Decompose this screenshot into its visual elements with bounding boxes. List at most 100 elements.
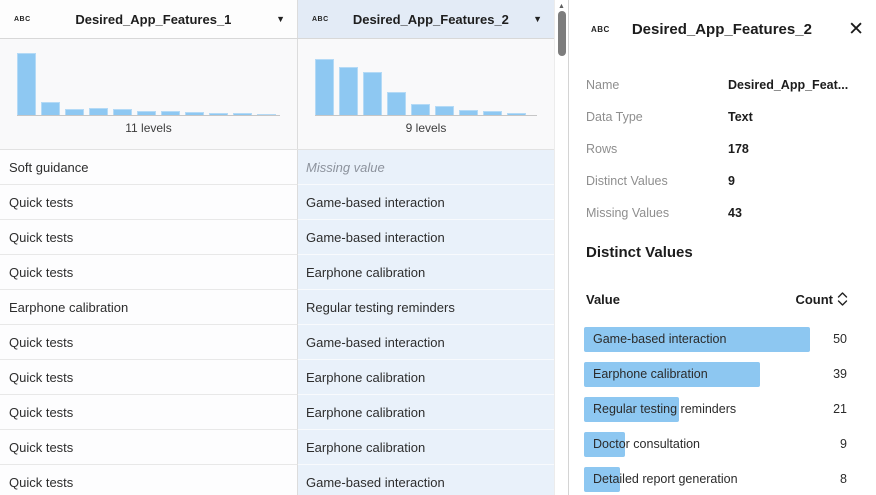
histogram-bar[interactable] (411, 104, 430, 115)
cell-features-1[interactable]: Quick tests (0, 220, 298, 255)
chevron-down-icon[interactable]: ▼ (276, 13, 285, 24)
cell-features-2[interactable]: Game-based interaction (298, 465, 554, 495)
histogram-bar[interactable] (387, 92, 406, 115)
summary-row: Missing Values 43 (569, 197, 876, 229)
histogram-bar[interactable] (65, 109, 84, 115)
text-type-icon: ABC (312, 15, 329, 23)
vertical-scrollbar[interactable]: ▲ (554, 0, 568, 495)
cell-features-1[interactable]: Quick tests (0, 325, 298, 360)
table-row: Quick tests Earphone calibration (0, 395, 554, 430)
column-header-features-1[interactable]: ABC Desired_App_Features_1 ▼ (0, 0, 298, 38)
column-details-panel: ABC Desired_App_Features_2 ✕ Name Desired… (568, 0, 876, 495)
distinct-value-bar (584, 397, 679, 422)
sort-icon[interactable] (837, 292, 848, 306)
histogram-bar[interactable] (41, 102, 60, 115)
summary-value: 178 (728, 142, 749, 156)
histogram-bar[interactable] (339, 67, 358, 115)
cell-features-2[interactable]: Earphone calibration (298, 255, 554, 290)
distinct-value-bar (584, 327, 810, 352)
table-row: Quick tests Earphone calibration (0, 360, 554, 395)
histogram-bar[interactable] (507, 113, 526, 115)
histogram-bar[interactable] (137, 111, 156, 115)
data-table: ABC Desired_App_Features_1 ▼ ABC Desired… (0, 0, 554, 495)
cell-features-2[interactable]: Game-based interaction (298, 325, 554, 360)
distinct-value-label: Regular testing reminders (593, 402, 737, 416)
summary-label: Data Type (586, 110, 643, 124)
summary-value: 43 (728, 206, 742, 220)
histogram-bar[interactable] (185, 112, 204, 115)
histogram-bar[interactable] (17, 53, 36, 115)
histogram-bar[interactable] (363, 72, 382, 115)
distinct-value-count: 21 (833, 402, 847, 416)
cell-features-1[interactable]: Quick tests (0, 185, 298, 220)
cell-features-2[interactable]: Earphone calibration (298, 430, 554, 465)
cell-features-1[interactable]: Earphone calibration (0, 290, 298, 325)
histogram-bar[interactable] (233, 113, 252, 115)
distinct-values-list: Game-based interaction 50 Earphone calibra… (569, 327, 876, 492)
text-type-icon: ABC (14, 15, 31, 23)
distinct-value-label: Detailed report generation (593, 472, 738, 486)
cell-features-1[interactable]: Quick tests (0, 395, 298, 430)
distinct-value-row[interactable]: Regular testing reminders 21 (569, 397, 876, 422)
distinct-value-row[interactable]: Doctor consultation 9 (569, 432, 876, 457)
cell-features-1[interactable]: Quick tests (0, 465, 298, 495)
table-row: Soft guidance Missing value (0, 150, 554, 185)
distinct-value-label: Doctor consultation (593, 437, 701, 451)
histogram-bar[interactable] (459, 110, 478, 115)
table-header-row: ABC Desired_App_Features_1 ▼ ABC Desired… (0, 0, 554, 39)
distinct-value-row[interactable]: Earphone calibration 39 (569, 362, 876, 387)
summary-row: Distinct Values 9 (569, 165, 876, 197)
summary-label: Rows (586, 142, 618, 156)
histogram-bar[interactable] (315, 59, 334, 115)
column-title: Desired_App_Features_2 (352, 11, 509, 27)
levels-label: 11 levels (125, 121, 172, 135)
histogram-bar[interactable] (89, 108, 108, 115)
close-icon[interactable]: ✕ (848, 18, 864, 40)
chevron-down-icon[interactable]: ▼ (533, 13, 542, 24)
levels-label: 9 levels (405, 121, 447, 135)
text-type-icon: ABC (591, 24, 610, 34)
cell-features-1[interactable]: Soft guidance (0, 150, 298, 185)
cell-features-2[interactable]: Earphone calibration (298, 360, 554, 395)
cell-features-1[interactable]: Quick tests (0, 360, 298, 395)
table-row: Quick tests Game-based interaction (0, 220, 554, 255)
table-row: Quick tests Earphone calibration (0, 430, 554, 465)
distinct-value-count: 39 (833, 367, 847, 381)
cell-features-2[interactable]: Game-based interaction (298, 185, 554, 220)
histogram-bar[interactable] (257, 114, 276, 115)
cell-features-2[interactable]: Regular testing reminders (298, 290, 554, 325)
distinct-value-bar (584, 432, 625, 457)
histogram-bar[interactable] (209, 113, 228, 115)
histogram-bar[interactable] (161, 111, 180, 115)
summary-label: Missing Values (586, 206, 670, 220)
panel-title: Desired_App_Features_2 (631, 20, 812, 38)
distinct-value-bar (584, 362, 760, 387)
cell-features-2[interactable]: Game-based interaction (298, 220, 554, 255)
distinct-value-count: 8 (840, 472, 847, 486)
column-summary: Name Desired_App_Feat... Data Type Text Rows… (569, 58, 876, 229)
distinct-value-count: 50 (833, 332, 847, 346)
cell-features-2-missing[interactable]: Missing value (298, 150, 554, 185)
distinct-value-row[interactable]: Detailed report generation 8 (569, 467, 876, 492)
table-row: Quick tests Game-based interaction (0, 325, 554, 360)
distinct-value-count: 9 (840, 437, 847, 451)
distinct-value-label: Game-based interaction (593, 332, 727, 346)
cell-features-1[interactable]: Quick tests (0, 255, 298, 290)
scrollbar-thumb[interactable] (558, 11, 566, 56)
histogram-bars (17, 39, 280, 116)
column-header-features-2[interactable]: ABC Desired_App_Features_2 ▼ (298, 0, 554, 38)
histogram-bar[interactable] (113, 109, 132, 115)
cell-features-2[interactable]: Earphone calibration (298, 395, 554, 430)
histogram-bar[interactable] (483, 111, 502, 115)
distinct-value-row[interactable]: Game-based interaction 50 (569, 327, 876, 352)
histogram-features-2: 9 levels (298, 39, 554, 149)
scroll-up-icon[interactable]: ▲ (558, 3, 565, 10)
histogram-bar[interactable] (435, 106, 454, 115)
distinct-values-heading: Distinct Values (586, 244, 693, 261)
table-row: Earphone calibration Regular testing remi… (0, 290, 554, 325)
table-body: Soft guidance Missing value Quick tests Gam… (0, 150, 554, 495)
count-column-header[interactable]: Count (795, 292, 848, 307)
count-label: Count (795, 291, 833, 307)
cell-features-1[interactable]: Quick tests (0, 430, 298, 465)
